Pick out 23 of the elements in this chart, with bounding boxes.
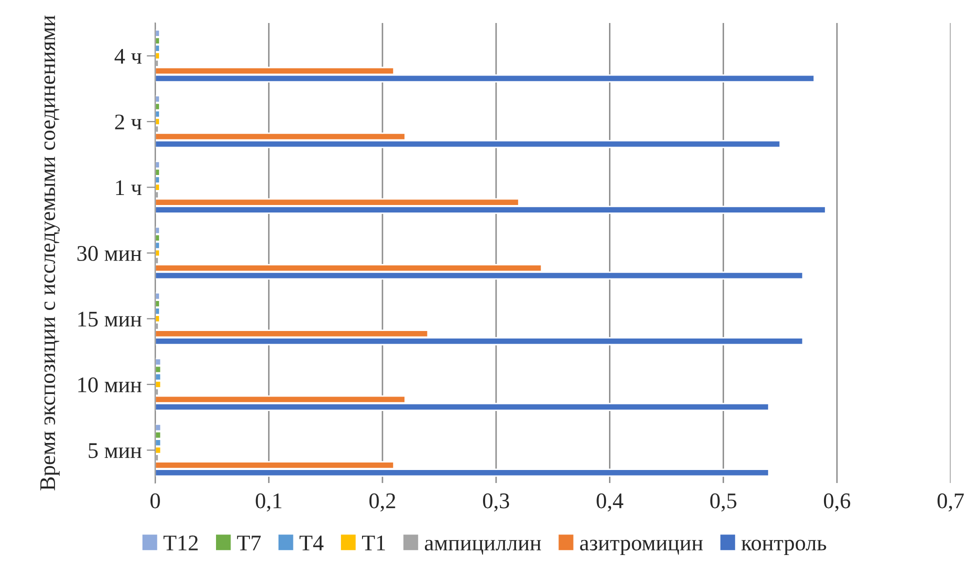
legend-label: Т7	[237, 536, 261, 550]
y-tick-label: 10 мин	[78, 377, 142, 392]
y-tick-label: 4 ч	[114, 48, 142, 64]
x-tick-label: 0,2	[369, 493, 396, 512]
x-tick-label: 0,3	[483, 493, 510, 512]
legend-label: Т12	[164, 536, 198, 550]
y-tick-label: 5 мин	[88, 443, 142, 458]
legend-label: контроль	[741, 540, 826, 555]
y-axis-title: Время экспозиции с исследуемыми соединениями	[40, 15, 60, 490]
y-tick-label: 2 ч	[115, 114, 142, 130]
x-tick-label: 0,1	[256, 493, 282, 512]
y-tick-label: 15 мин	[78, 312, 142, 327]
x-tick-label: 0,4	[596, 493, 624, 512]
legend-label: азитромицин	[580, 540, 703, 555]
x-tick-label: 0	[150, 493, 160, 508]
legend-label: Т1	[362, 536, 385, 550]
y-tick-label: 30 мин	[77, 246, 142, 261]
x-tick-label: 0,7	[938, 493, 964, 512]
x-tick-label: 0,5	[710, 493, 736, 512]
y-tick-label: 1 ч	[116, 180, 142, 195]
x-tick-label: 0,6	[824, 493, 850, 512]
legend-label: ампициллин	[424, 540, 542, 555]
legend-label: Т4	[300, 536, 324, 550]
